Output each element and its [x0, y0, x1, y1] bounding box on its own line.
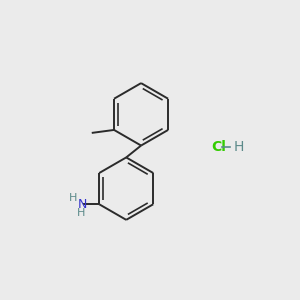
- Text: H: H: [233, 140, 244, 154]
- Text: H: H: [77, 208, 86, 218]
- Text: N: N: [78, 198, 87, 211]
- Text: Cl: Cl: [211, 140, 226, 154]
- Text: H: H: [69, 193, 77, 203]
